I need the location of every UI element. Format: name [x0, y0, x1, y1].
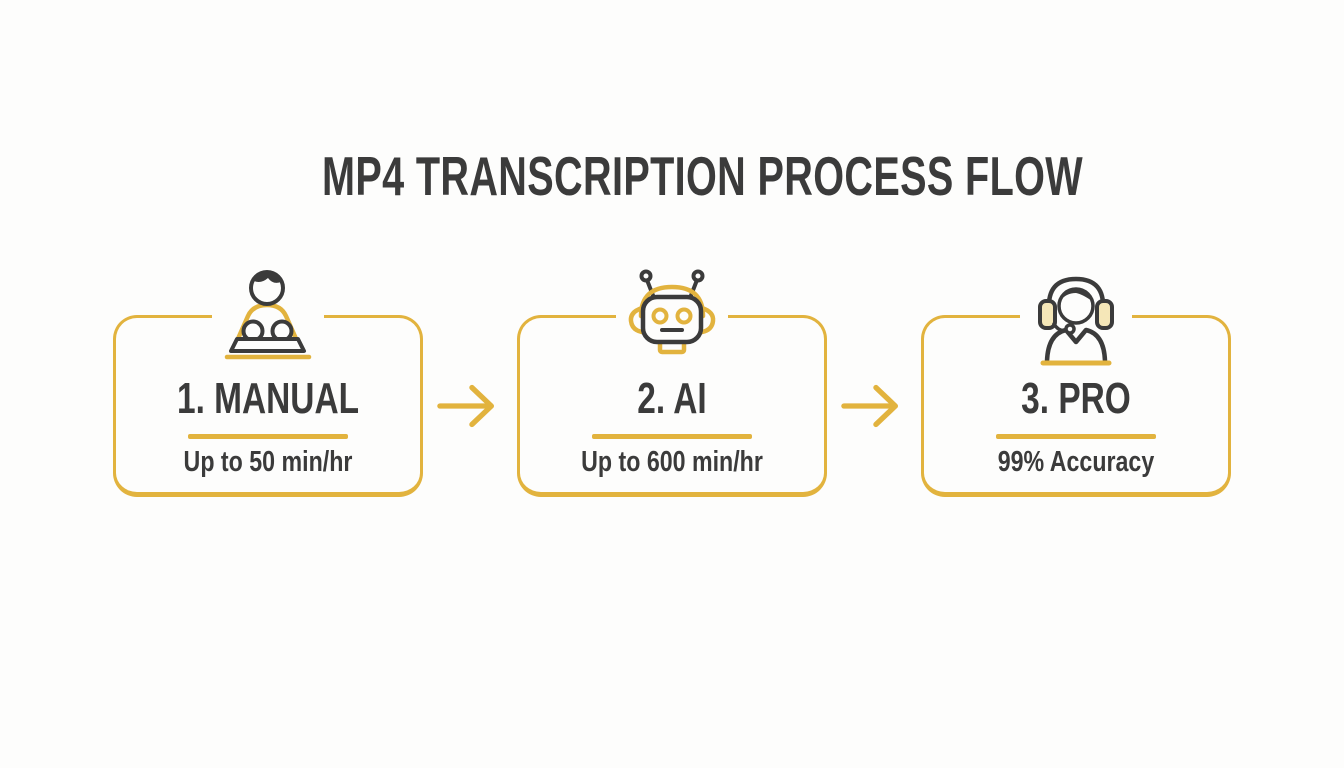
- page-title-text: MP4 TRANSCRIPTION PROCESS FLOW: [321, 145, 1083, 207]
- arrow-right-icon: [827, 315, 921, 497]
- step-label: 1. MANUAL: [176, 374, 360, 423]
- divider: [592, 434, 752, 439]
- robot-icon: [614, 268, 730, 368]
- step-manual: 1. MANUAL Up to 50 min/hr: [113, 270, 423, 497]
- border-gap: [212, 313, 324, 321]
- page-title: MP4 TRANSCRIPTION PROCESS FLOW: [30, 146, 1344, 207]
- support-agent-icon: [1018, 268, 1134, 368]
- step-pro: 3. PRO 99% Accuracy: [921, 276, 1231, 497]
- step-label: 2. AI: [637, 374, 707, 423]
- typist-icon: [210, 268, 326, 368]
- step-ai: 2. AI Up to 600 min/hr: [517, 269, 827, 497]
- step-detail: Up to 50 min/hr: [183, 446, 353, 478]
- process-flow: 1. MANUAL Up to 50 min/hr: [113, 269, 1231, 497]
- step-detail: 99% Accuracy: [997, 446, 1155, 478]
- divider: [996, 434, 1156, 439]
- step-detail: Up to 600 min/hr: [581, 446, 763, 478]
- divider: [188, 434, 348, 439]
- arrow-right-icon: [423, 315, 517, 497]
- step-label: 3. PRO: [1021, 374, 1131, 423]
